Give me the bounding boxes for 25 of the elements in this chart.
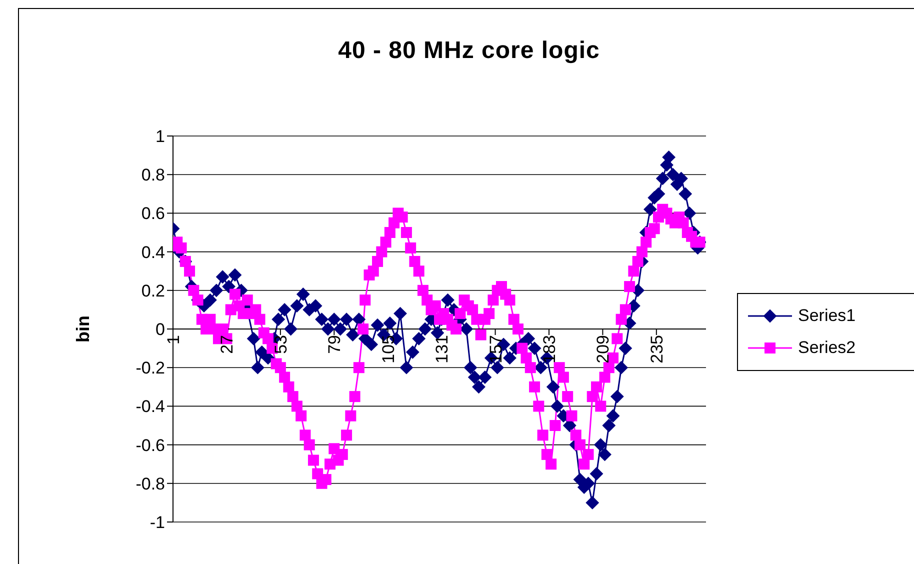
y-tick-label: -1	[150, 513, 165, 532]
x-tick-label: 183	[540, 335, 559, 364]
x-tick-label: 79	[325, 335, 344, 354]
y-tick-label: 0	[156, 320, 165, 340]
y-tick-label: -0.6	[136, 436, 165, 455]
chart-title: 40 - 80 MHz core logic	[337, 37, 601, 65]
y-tick-label: -0.4	[136, 397, 165, 416]
y-tick-label: -0.8	[136, 474, 165, 494]
y-tick-label: 1	[156, 127, 165, 146]
x-tick-label: 157	[486, 335, 506, 364]
x-tick-label: 131	[432, 335, 452, 364]
x-tick-label: 105	[378, 335, 398, 364]
y-tick-label: 0.2	[141, 281, 165, 300]
y-tick-label: 0.8	[141, 166, 165, 185]
y-tick-label: 0.6	[141, 204, 165, 224]
x-tick-label: 209	[594, 335, 613, 364]
y-tick-label: 0.4	[141, 242, 165, 262]
x-tick-label: 53	[271, 335, 290, 354]
legend-label: Series1	[798, 306, 856, 326]
y-tick-label: -0.2	[136, 358, 165, 378]
y-axis-title: bin	[73, 314, 94, 344]
x-tick-label: 27	[218, 335, 237, 354]
x-tick-label: 1	[164, 335, 183, 344]
legend-label: Series2	[798, 338, 856, 358]
x-tick-label: 235	[647, 335, 666, 364]
